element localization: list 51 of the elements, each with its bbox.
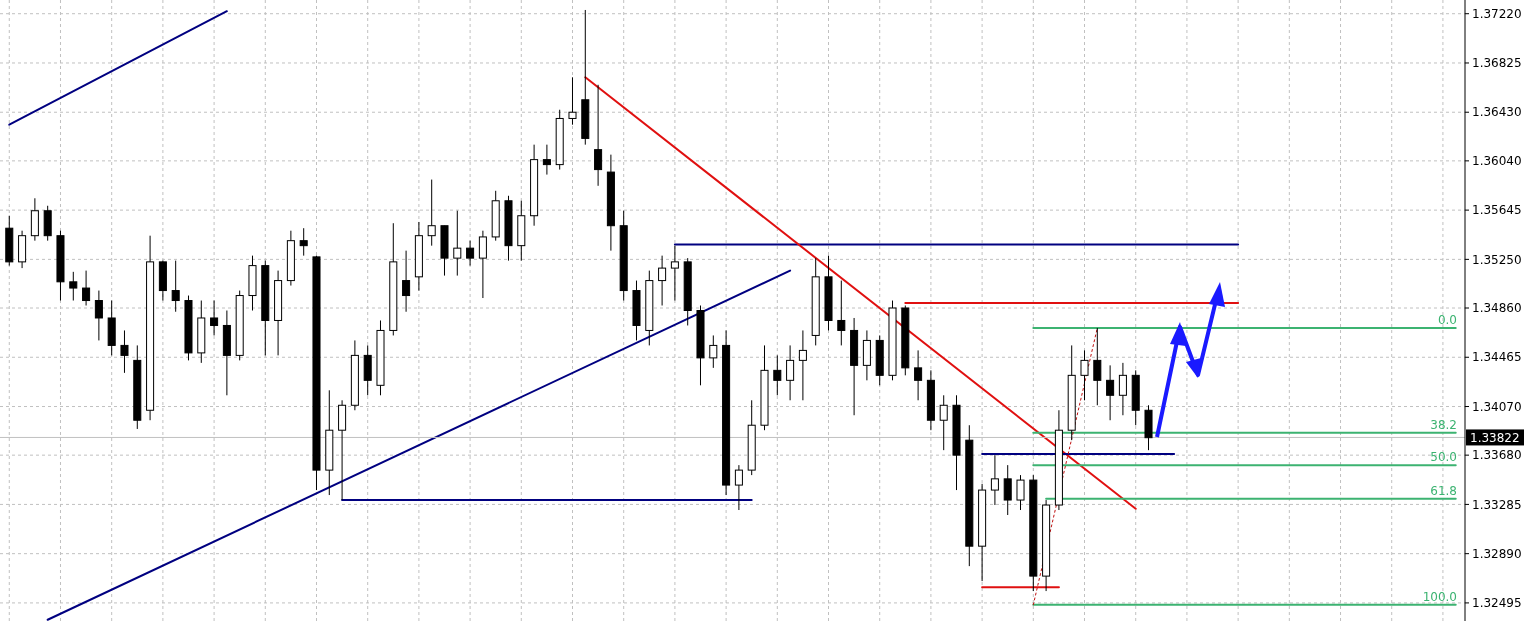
candlestick xyxy=(120,329,129,374)
candlestick xyxy=(670,245,679,302)
y-tick-label: 1.32890 xyxy=(1472,546,1522,561)
y-tick-label: 1.36825 xyxy=(1472,56,1522,71)
candlestick xyxy=(210,300,219,336)
candlestick xyxy=(171,260,180,313)
y-tick-label: 1.36040 xyxy=(1472,154,1522,169)
y-tick-label: 1.36430 xyxy=(1472,105,1522,120)
candlestick xyxy=(1118,362,1127,416)
y-tick-label: 1.34070 xyxy=(1472,399,1522,414)
candlestick xyxy=(990,454,999,506)
candlestick xyxy=(837,280,846,346)
candlestick xyxy=(914,349,923,401)
candlestick xyxy=(658,255,667,307)
candlestick xyxy=(1003,464,1012,516)
candlestick xyxy=(542,144,551,176)
candlestick xyxy=(94,290,103,341)
candlestick xyxy=(82,270,91,307)
y-tick-label: 1.35250 xyxy=(1472,252,1522,267)
candlestick xyxy=(478,230,487,299)
annotation: 61.8 xyxy=(1430,483,1457,498)
y-tick-label: 1.34860 xyxy=(1472,301,1522,316)
candlestick xyxy=(453,210,462,277)
candlestick xyxy=(594,84,603,187)
candlestick xyxy=(1106,364,1115,421)
candlestick xyxy=(709,334,718,369)
candlestick xyxy=(734,464,743,511)
y-tick-label: 1.35645 xyxy=(1472,203,1522,218)
candlestick xyxy=(69,271,78,302)
candlestick xyxy=(427,179,436,247)
annotation: 0.0 xyxy=(1437,312,1457,327)
annotation: 50.0 xyxy=(1430,450,1457,465)
y-tick-label: 1.33285 xyxy=(1472,497,1522,512)
candlestick xyxy=(568,76,577,126)
y-tick-label: 1.32495 xyxy=(1472,596,1522,611)
candlestick xyxy=(786,344,795,401)
candlestick xyxy=(1080,349,1089,401)
ref-line-label: 1.33822 xyxy=(1470,430,1520,445)
y-tick-label: 1.33680 xyxy=(1472,448,1522,463)
annotation: 38.2 xyxy=(1430,417,1457,432)
candlestick xyxy=(798,329,807,401)
candlestick xyxy=(773,354,782,396)
candlestick xyxy=(1016,474,1025,511)
candlestick xyxy=(299,227,308,257)
candlestick xyxy=(1093,327,1102,406)
annotation: 100.0 xyxy=(1422,589,1457,604)
candlestick xyxy=(402,250,411,313)
y-tick-label: 1.37220 xyxy=(1472,6,1522,21)
candlestick xyxy=(466,240,475,267)
y-tick-label: 1.34465 xyxy=(1472,350,1522,365)
candlestick xyxy=(939,394,948,451)
